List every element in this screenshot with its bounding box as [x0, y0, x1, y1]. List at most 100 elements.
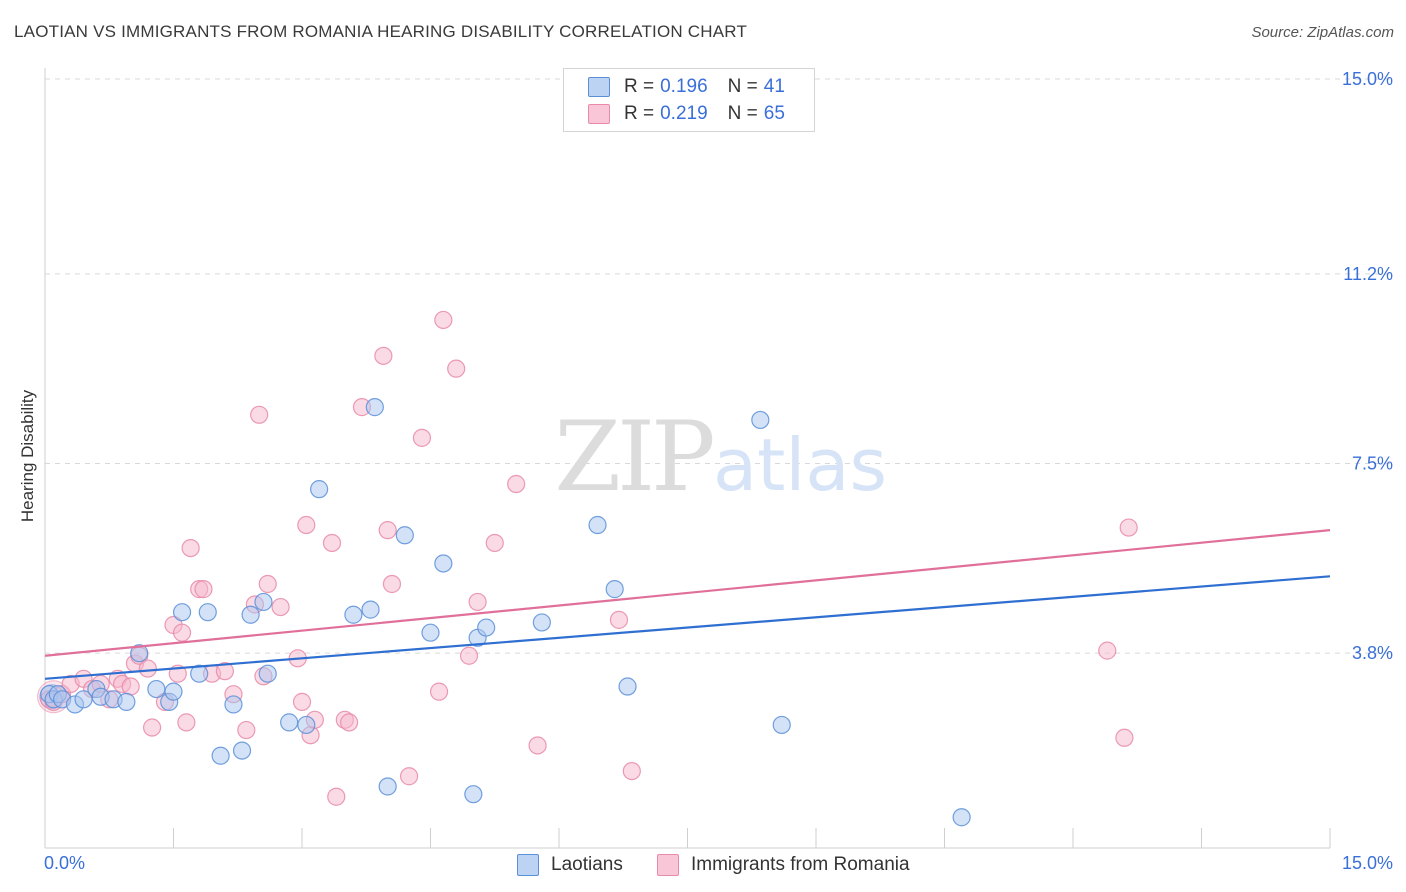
point-romania [429, 682, 449, 701]
point-laotians [395, 526, 414, 545]
point-romania [378, 521, 397, 540]
point-romania [434, 310, 453, 330]
point-laotians [751, 410, 770, 430]
point-laotians [224, 695, 243, 714]
point-laotians [588, 515, 607, 535]
point-laotians [605, 580, 624, 599]
trendline-laotians [44, 575, 1331, 680]
point-laotians [618, 677, 637, 696]
point-laotians [365, 398, 384, 417]
point-romania [622, 761, 641, 781]
point-romania [237, 720, 256, 740]
point-romania [322, 533, 342, 553]
point-laotians [258, 664, 277, 683]
point-romania [528, 736, 547, 755]
point-romania [340, 713, 359, 732]
point-laotians [117, 692, 136, 711]
watermark-atlas: atlas [713, 423, 887, 507]
point-romania [507, 474, 526, 494]
point-laotians [434, 554, 453, 573]
point-laotians [532, 613, 551, 632]
legend-n-label: N = [727, 76, 758, 97]
bottom-legend-swatch-blue [517, 854, 539, 876]
point-romania [412, 428, 432, 447]
legend-r-label: R = [624, 103, 655, 124]
point-laotians [254, 592, 273, 612]
point-laotians [190, 664, 209, 683]
bottom-legend-romania: Immigrants from Romania [657, 852, 910, 878]
point-romania [138, 659, 157, 678]
source-label: Source: ZipAtlas.com [1251, 24, 1394, 41]
point-laotians [147, 679, 166, 699]
legend-r-value: 0.219 [660, 103, 708, 124]
legend-n-value: 65 [763, 103, 785, 124]
bottom-legend-laotians: Laotians [517, 852, 623, 878]
trend-lines [44, 529, 1331, 680]
point-romania [1119, 518, 1138, 537]
point-romania [121, 677, 140, 696]
y-tick-label: 3.8% [1352, 643, 1393, 663]
point-laotians [211, 746, 230, 765]
legend-row-romania: R = 0.219 N = 65 [588, 102, 785, 126]
point-laotians [280, 713, 299, 732]
axes [44, 68, 1331, 849]
bottom-legend-swatch-pink [657, 854, 679, 876]
watermark-zip: ZIP [554, 401, 713, 513]
legend-swatch-blue [588, 77, 610, 97]
legend-row-laotians: R = 0.196 N = 41 [588, 75, 785, 99]
point-romania [172, 623, 192, 642]
point-laotians [172, 603, 192, 622]
point-romania [177, 713, 196, 732]
point-romania [297, 515, 316, 535]
bottom-legend-label: Immigrants from Romania [691, 854, 910, 875]
correlation-legend: R = 0.196 N = 41 R = 0.219 N = 65 [563, 68, 815, 132]
grid-lines [45, 78, 1395, 654]
point-laotians [130, 644, 149, 663]
legend-swatch-pink [588, 104, 610, 124]
point-romania [292, 692, 312, 711]
legend-r-label: R = [624, 76, 655, 97]
point-romania [374, 346, 393, 365]
point-romania [327, 787, 346, 806]
point-romania [215, 662, 234, 681]
point-romania [181, 538, 200, 558]
point-laotians [361, 600, 380, 619]
x-tick-label: 0.0% [44, 853, 85, 873]
point-romania [1115, 728, 1134, 747]
legend-r-value: 0.196 [660, 76, 708, 97]
point-romania [142, 718, 162, 737]
point-laotians [378, 777, 397, 796]
x-tick-label: 15.0% [1342, 853, 1393, 873]
point-laotians [952, 808, 971, 827]
tick-labels: 3.8% 7.5% 11.2% 15.0% 0.0% 15.0% [44, 69, 1393, 873]
point-laotians [164, 682, 183, 701]
data-points [37, 310, 1138, 827]
point-laotians [477, 618, 496, 637]
point-romania [609, 610, 629, 629]
trendline-romania [44, 529, 1331, 657]
y-tick-label: 15.0% [1342, 69, 1393, 89]
point-laotians [421, 623, 440, 642]
point-romania [447, 359, 466, 378]
point-laotians [772, 715, 791, 735]
y-axis-title: Hearing Disability [18, 389, 37, 523]
y-tick-label: 11.2% [1343, 264, 1393, 284]
y-tick-label: 7.5% [1352, 454, 1393, 474]
legend-n-label: N = [727, 103, 758, 124]
point-laotians [464, 785, 483, 804]
point-romania [468, 592, 487, 612]
point-romania [459, 646, 479, 665]
point-laotians [297, 715, 316, 735]
point-laotians [344, 605, 363, 624]
point-romania [250, 405, 269, 424]
legend-n-value: 41 [763, 76, 785, 97]
point-romania [194, 580, 213, 599]
point-laotians [198, 603, 217, 622]
point-romania [1098, 641, 1117, 660]
chart-title: LAOTIAN VS IMMIGRANTS FROM ROMANIA HEARI… [14, 22, 748, 41]
point-romania [382, 574, 402, 594]
point-laotians [310, 480, 329, 499]
bottom-legend-label: Laotians [551, 854, 623, 875]
point-laotians [241, 605, 260, 624]
